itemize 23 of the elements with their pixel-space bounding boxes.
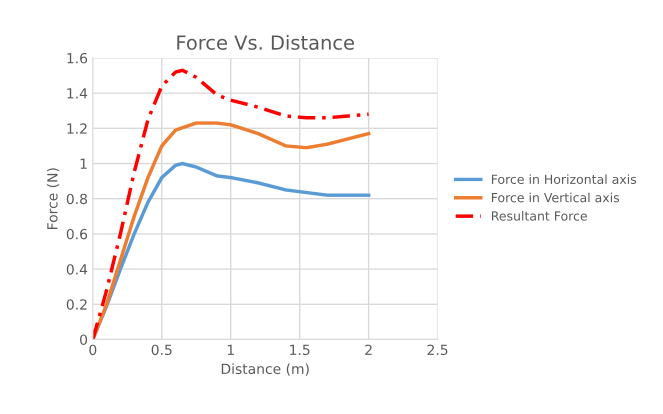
x-tick-label: 0 [89, 344, 96, 356]
y-axis-title: Force (N) [46, 168, 60, 229]
y-tick-label: 1 [80, 158, 87, 169]
y-tick-label: 0 [80, 334, 88, 345]
y-tick-label: 1.6 [67, 52, 88, 64]
x-tick-label: 0.5 [152, 344, 172, 356]
x-tick-label: 1 [228, 344, 234, 355]
line-series [92, 68, 370, 340]
legend-label: Resultant Force [492, 211, 587, 221]
y-tick-label: 0.2 [66, 299, 87, 310]
legend-label: Force in Vertical axis [492, 192, 620, 202]
x-tick-label: 1.5 [290, 344, 310, 356]
y-tick-label: 0.8 [66, 194, 88, 204]
x-axis-title: Distance (m) [222, 363, 309, 376]
line-series [92, 121, 370, 340]
y-tick-label: 1.4 [67, 88, 88, 98]
y-tick-label: 0.6 [66, 228, 88, 240]
y-tick-label: 0.4 [66, 264, 88, 275]
x-tick-label: 2 [365, 344, 372, 355]
x-tick-label: 2.5 [428, 344, 448, 356]
y-tick-label: 1.2 [67, 123, 87, 134]
chart-title: Force Vs. Distance [177, 34, 354, 50]
legend-label: Force in Horizontal axis [492, 174, 636, 184]
